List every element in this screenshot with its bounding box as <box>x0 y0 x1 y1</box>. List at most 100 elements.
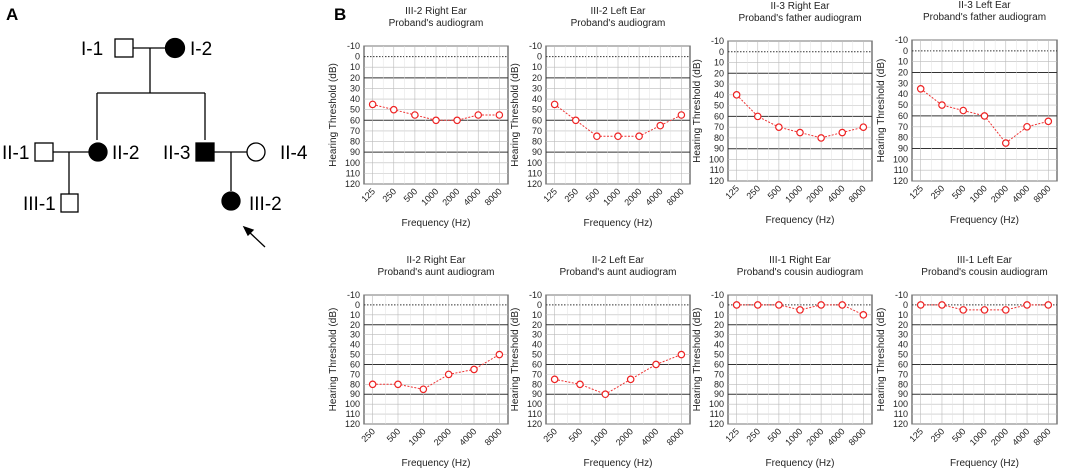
individual-ii2-female-affected <box>88 142 108 162</box>
y-axis-label: Hearing Threshold (dB) <box>692 308 703 412</box>
chart-subtitle: Proband's audiogram <box>389 18 484 29</box>
y-tick-label: 110 <box>894 165 908 175</box>
y-tick-label: 20 <box>714 68 724 78</box>
y-tick-label: -10 <box>529 290 542 300</box>
y-tick-label: 30 <box>714 79 724 89</box>
y-tick-label: 50 <box>350 350 360 360</box>
x-tick-label: 1000 <box>601 186 622 207</box>
y-tick-label: 120 <box>345 179 360 189</box>
data-point <box>368 380 377 389</box>
y-tick-label: 20 <box>532 73 542 83</box>
y-tick-label: 70 <box>532 126 542 136</box>
y-tick-label: 30 <box>898 78 908 88</box>
data-point <box>916 85 925 93</box>
data-point <box>796 128 804 137</box>
x-tick-label: 2000 <box>989 426 1010 447</box>
y-tick-label: 90 <box>898 143 908 153</box>
x-axis-label: Frequency (Hz) <box>402 218 471 229</box>
y-tick-label: -10 <box>711 290 724 300</box>
y-tick-label: 120 <box>709 176 724 186</box>
x-tick-label: 8000 <box>483 426 504 447</box>
y-tick-label: 40 <box>532 94 542 104</box>
x-axis-label: Frequency (Hz) <box>402 458 471 469</box>
y-tick-label: 10 <box>350 62 360 72</box>
y-tick-label: 80 <box>714 133 724 143</box>
y-tick-label: 10 <box>532 62 542 72</box>
data-point <box>938 301 946 309</box>
y-tick-label: 100 <box>893 399 908 409</box>
y-tick-label: 20 <box>898 320 908 330</box>
y-tick-label: -10 <box>895 35 908 45</box>
data-point <box>753 301 762 309</box>
data-point <box>1044 301 1053 309</box>
data-point <box>495 111 504 119</box>
x-tick-label: 4000 <box>1010 183 1031 204</box>
individual-i1-male <box>114 38 134 58</box>
y-tick-label: 40 <box>714 90 724 100</box>
y-tick-label: 90 <box>898 389 908 399</box>
y-tick-label: 40 <box>898 340 908 350</box>
y-tick-label: 0 <box>903 300 908 310</box>
x-tick-label: 1000 <box>407 426 428 447</box>
x-tick-label: 250 <box>744 426 762 444</box>
chart-title: II-3 Right Ear <box>771 1 831 12</box>
x-tick-label: 250 <box>541 426 559 444</box>
series-line <box>372 354 500 390</box>
chart-subtitle: Proband's aunt audiogram <box>378 267 495 278</box>
data-point <box>1023 301 1031 309</box>
y-axis-label: Hearing Threshold (dB) <box>510 63 521 167</box>
y-tick-label: 100 <box>893 154 908 164</box>
y-tick-label: 120 <box>527 179 542 189</box>
data-point <box>980 306 989 314</box>
y-axis-label: Hearing Threshold (dB) <box>510 308 521 412</box>
x-tick-label: 250 <box>929 183 947 201</box>
x-tick-label: 2000 <box>804 426 825 447</box>
y-tick-label: 70 <box>350 369 360 379</box>
y-tick-label: 40 <box>714 340 724 350</box>
y-tick-label: 80 <box>350 379 360 389</box>
y-tick-label: 90 <box>350 389 360 399</box>
y-tick-label: 110 <box>710 165 724 175</box>
y-tick-label: 110 <box>528 168 542 178</box>
y-tick-label: 60 <box>714 111 724 121</box>
x-tick-label: 8000 <box>1031 183 1052 204</box>
x-tick-label: 250 <box>562 186 580 204</box>
chart-title: III-1 Left Ear <box>957 255 1013 266</box>
y-tick-label: 20 <box>350 73 360 83</box>
y-tick-label: 110 <box>346 168 360 178</box>
data-point <box>817 301 825 309</box>
y-tick-label: 90 <box>714 144 724 154</box>
x-tick-label: 1000 <box>783 183 804 204</box>
chart-title: III-1 Right Ear <box>769 255 831 266</box>
y-tick-label: 80 <box>898 379 908 389</box>
label-i2: I-2 <box>190 39 212 60</box>
y-tick-label: 0 <box>537 300 542 310</box>
y-tick-label: 120 <box>345 419 360 429</box>
y-tick-label: 30 <box>350 83 360 93</box>
y-tick-label: 100 <box>345 158 360 168</box>
y-tick-label: 80 <box>714 379 724 389</box>
x-tick-label: 500 <box>766 426 784 444</box>
y-tick-label: 80 <box>898 133 908 143</box>
chart-subtitle: Proband's father audiogram <box>923 12 1046 23</box>
pedigree-chart <box>34 37 266 248</box>
chart-title: III-2 Right Ear <box>405 6 467 17</box>
x-tick-label: 4000 <box>461 186 482 207</box>
data-point <box>677 350 686 359</box>
x-tick-label: 1000 <box>968 183 989 204</box>
x-axis-label: Frequency (Hz) <box>584 458 653 469</box>
data-point <box>495 350 504 359</box>
x-tick-label: 4000 <box>639 426 660 447</box>
x-tick-label: 500 <box>584 186 602 204</box>
individual-iii2-female-affected <box>221 191 241 211</box>
proband-arrow-head <box>242 225 255 237</box>
y-tick-label: 70 <box>714 369 724 379</box>
y-axis-label: Hearing Threshold (dB) <box>328 308 339 412</box>
y-tick-label: 10 <box>898 57 908 67</box>
label-ii2: II-2 <box>112 143 139 164</box>
